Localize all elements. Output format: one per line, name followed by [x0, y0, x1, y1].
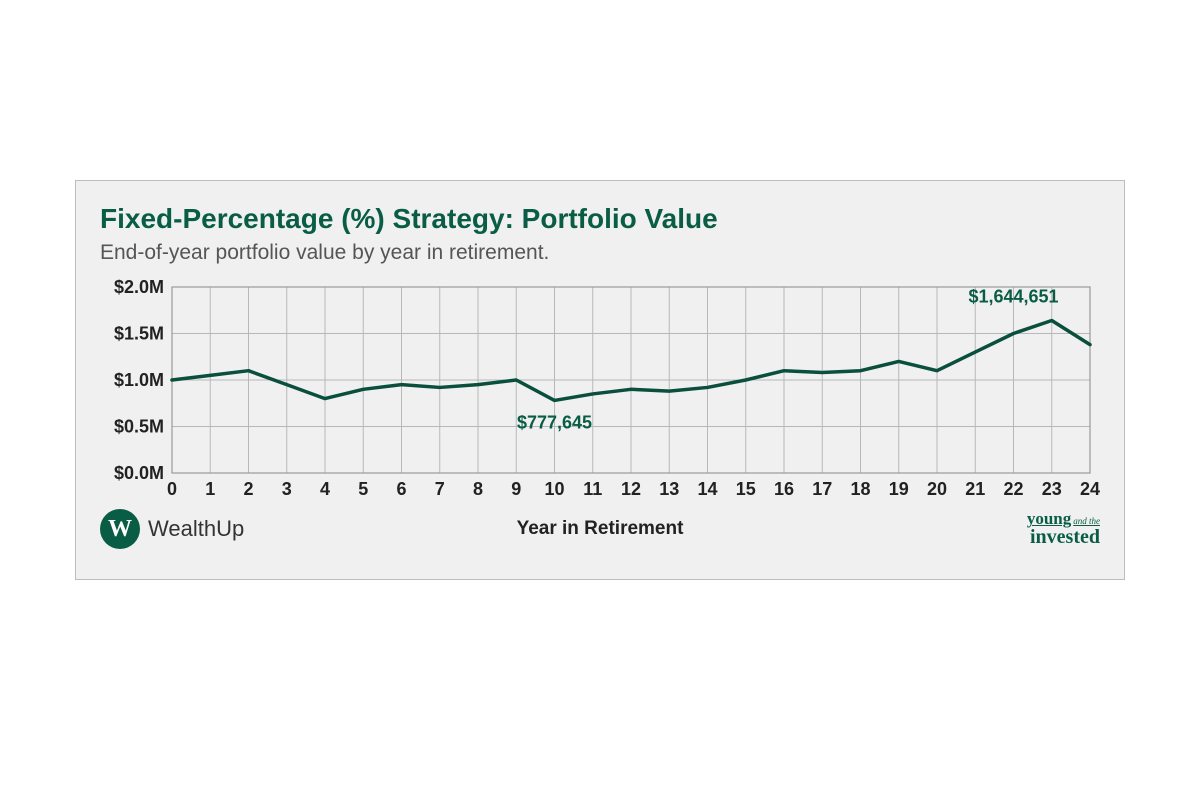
chart-subtitle: End-of-year portfolio value by year in r…: [100, 241, 1100, 265]
brand-right-and: and the: [1073, 516, 1100, 526]
svg-text:$777,645: $777,645: [517, 412, 592, 432]
chart-card: Fixed-Percentage (%) Strategy: Portfolio…: [75, 180, 1125, 580]
svg-text:22: 22: [1003, 479, 1023, 499]
svg-text:15: 15: [736, 479, 756, 499]
svg-text:$1.0M: $1.0M: [114, 370, 164, 390]
svg-text:16: 16: [774, 479, 794, 499]
svg-text:14: 14: [697, 479, 717, 499]
badge-letter: W: [108, 516, 132, 543]
svg-text:18: 18: [850, 479, 870, 499]
svg-text:23: 23: [1042, 479, 1062, 499]
svg-text:6: 6: [396, 479, 406, 499]
svg-text:$1,644,651: $1,644,651: [968, 286, 1058, 306]
chart-title: Fixed-Percentage (%) Strategy: Portfolio…: [100, 203, 1100, 235]
chart-plot-area: $0.0M$0.5M$1.0M$1.5M$2.0M012345678910111…: [100, 273, 1100, 503]
svg-text:20: 20: [927, 479, 947, 499]
svg-text:$0.0M: $0.0M: [114, 463, 164, 483]
chart-footer: W WealthUp Year in Retirement youngand t…: [100, 509, 1100, 549]
svg-text:5: 5: [358, 479, 368, 499]
svg-text:11: 11: [583, 479, 602, 499]
svg-text:7: 7: [435, 479, 445, 499]
svg-text:$2.0M: $2.0M: [114, 277, 164, 297]
svg-text:0: 0: [167, 479, 177, 499]
brand-wealthup: W WealthUp: [100, 509, 244, 549]
line-chart-svg: $0.0M$0.5M$1.0M$1.5M$2.0M012345678910111…: [100, 273, 1100, 503]
svg-text:3: 3: [282, 479, 292, 499]
svg-text:2: 2: [243, 479, 253, 499]
svg-text:13: 13: [659, 479, 679, 499]
svg-text:8: 8: [473, 479, 483, 499]
svg-text:$0.5M: $0.5M: [114, 417, 164, 437]
wealthup-badge-icon: W: [100, 509, 140, 549]
brand-right-line2: invested: [1027, 528, 1100, 547]
svg-text:4: 4: [320, 479, 330, 499]
svg-text:10: 10: [544, 479, 564, 499]
svg-text:1: 1: [205, 479, 215, 499]
svg-text:21: 21: [965, 479, 985, 499]
wealthup-name: WealthUp: [148, 516, 244, 542]
svg-text:17: 17: [812, 479, 832, 499]
svg-text:$1.5M: $1.5M: [114, 324, 164, 344]
x-axis-title: Year in Retirement: [517, 518, 684, 540]
svg-text:19: 19: [889, 479, 909, 499]
brand-young-invested: youngand the invested: [1027, 511, 1100, 546]
svg-text:9: 9: [511, 479, 521, 499]
svg-text:12: 12: [621, 479, 641, 499]
svg-text:24: 24: [1080, 479, 1100, 499]
